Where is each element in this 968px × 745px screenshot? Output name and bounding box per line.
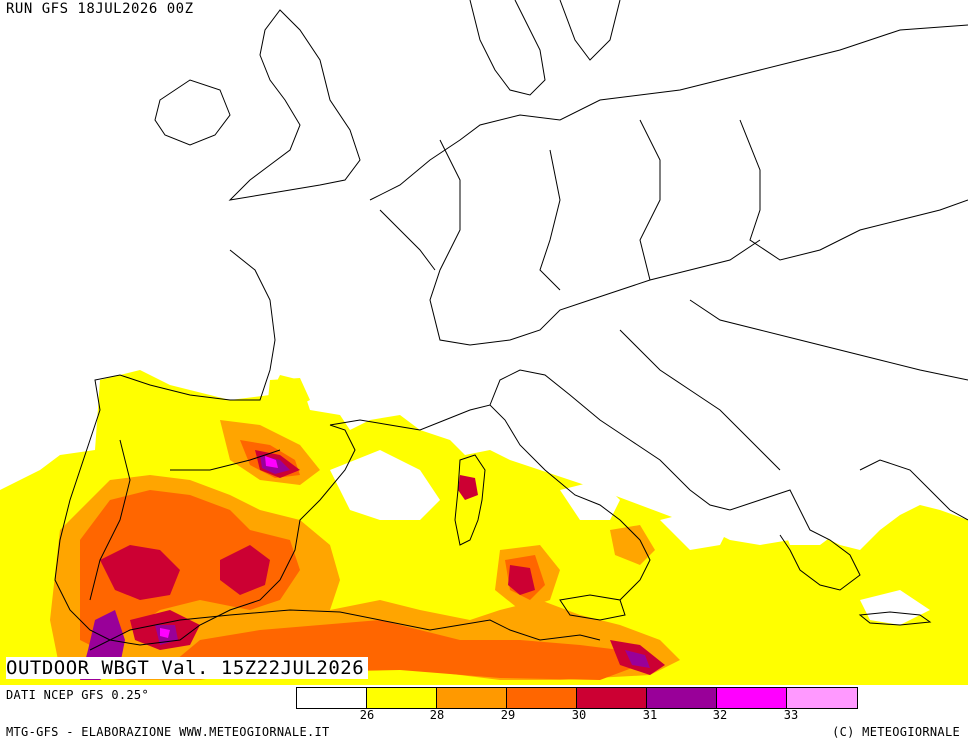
legend-tick: 28 <box>429 708 445 722</box>
legend-tick: 33 <box>783 708 799 722</box>
map-title: OUTDOOR WBGT Val. 15Z22JUL2026 <box>6 657 369 679</box>
legend-swatch-6 <box>647 688 717 708</box>
legend-swatch-3 <box>437 688 507 708</box>
legend-tick: 30 <box>571 708 587 722</box>
legend-swatch-7 <box>717 688 787 708</box>
legend-tick: 29 <box>500 708 516 722</box>
footer-copyright: (C) METEOGIORNALE <box>832 725 960 739</box>
coastlines-borders <box>54 0 968 651</box>
run-label: RUN GFS 18JUL2026 00Z <box>6 1 194 17</box>
legend-tick: 31 <box>642 708 658 722</box>
weather-map <box>0 0 968 685</box>
legend-swatch-5 <box>577 688 647 708</box>
legend-tick: 32 <box>712 708 728 722</box>
legend-swatch-8 <box>787 688 857 708</box>
color-legend <box>296 687 858 709</box>
footer-credit: MTG-GFS - ELABORAZIONE WWW.METEOGIORNALE… <box>6 725 330 739</box>
legend-swatch-1 <box>297 688 367 708</box>
legend-swatch-2 <box>367 688 437 708</box>
wbgt-fill-32 <box>160 456 278 638</box>
legend-swatch-4 <box>507 688 577 708</box>
legend-ticks: 26 28 29 30 31 32 33 <box>296 708 862 724</box>
data-source-label: DATI NCEP GFS 0.25° <box>6 688 149 702</box>
legend-tick: 26 <box>359 708 375 722</box>
